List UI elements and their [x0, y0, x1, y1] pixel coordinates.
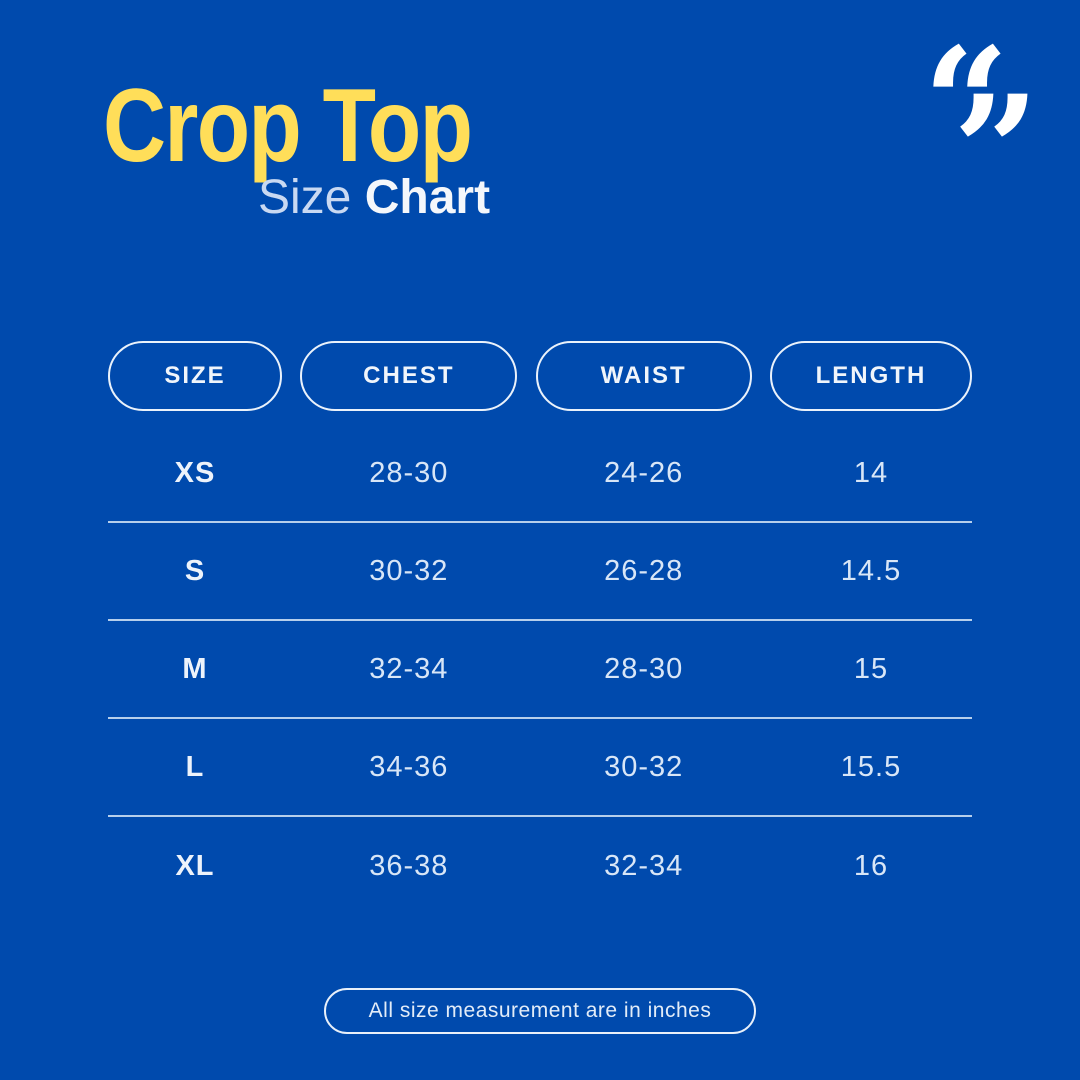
chest-value: 32-34: [369, 652, 449, 685]
waist-value: 28-30: [604, 652, 684, 685]
size-value: XS: [174, 456, 216, 489]
table-row-xs: XS 28-30 24-26 14: [108, 425, 972, 523]
subtitle-size-text: Size: [258, 171, 352, 224]
size-value: M: [182, 652, 208, 685]
column-header-waist: WAIST: [535, 341, 752, 411]
measurement-note-badge: All size measurement are in inches: [324, 988, 756, 1034]
table-row-xl: XL 36-38 32-34 16: [108, 817, 972, 915]
chest-value: 34-36: [369, 750, 449, 783]
table-body: XS 28-30 24-26 14 S 30-32 26-28 14.5 M 3…: [108, 425, 972, 915]
length-value: 14: [853, 456, 889, 489]
table-row-m: M 32-34 28-30 15: [108, 621, 972, 719]
size-value: S: [184, 554, 206, 587]
size-value: XL: [175, 849, 215, 882]
chest-value: 30-32: [369, 554, 449, 587]
column-header-length: LENGTH: [769, 341, 972, 411]
page-title: Crop Top: [103, 68, 473, 184]
length-value: 14.5: [840, 554, 902, 587]
chest-value: 28-30: [369, 456, 449, 489]
quote-open-icon: “: [923, 15, 1010, 191]
size-chart-table: SIZE CHEST WAIST LENGTH XS 28-30 24-26 1…: [108, 341, 972, 915]
column-header-chest: CHEST: [300, 341, 518, 411]
quote-close-icon: ”: [953, 63, 1040, 239]
waist-value: 30-32: [604, 750, 684, 783]
measurement-note-text: All size measurement are in inches: [368, 999, 712, 1022]
column-header-size: SIZE: [108, 341, 282, 411]
length-value: 15.5: [840, 750, 902, 783]
table-header-row: SIZE CHEST WAIST LENGTH: [108, 341, 972, 411]
chest-value: 36-38: [369, 849, 449, 882]
length-value: 16: [853, 849, 889, 882]
size-value: L: [185, 750, 205, 783]
waist-value: 26-28: [604, 554, 684, 587]
waist-value: 24-26: [604, 456, 684, 489]
quotation-marks-icon: “ ”: [905, 15, 1045, 226]
length-value: 15: [853, 652, 889, 685]
table-row-l: L 34-36 30-32 15.5: [108, 719, 972, 817]
page-subtitle: Size Chart: [258, 171, 491, 225]
waist-value: 32-34: [604, 849, 684, 882]
table-row-s: S 30-32 26-28 14.5: [108, 523, 972, 621]
subtitle-chart-text: Chart: [364, 171, 491, 224]
